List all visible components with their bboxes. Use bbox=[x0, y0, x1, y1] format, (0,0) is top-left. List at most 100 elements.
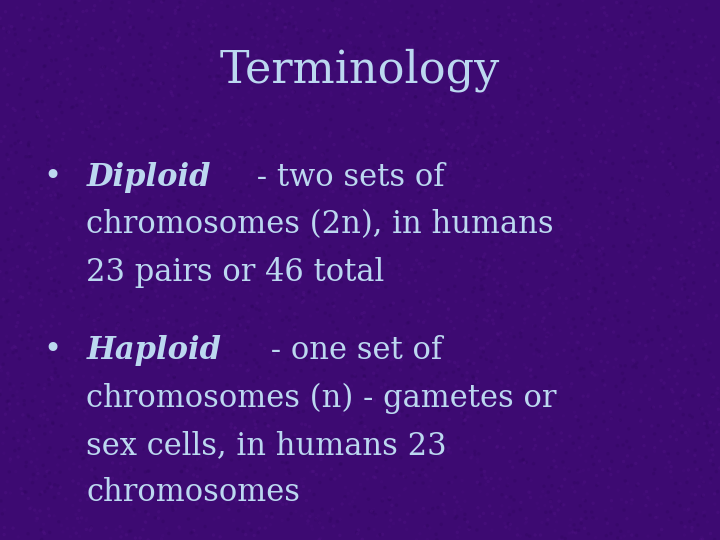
Point bbox=[274, 307, 286, 315]
Point bbox=[502, 481, 513, 490]
Point bbox=[207, 414, 218, 423]
Point bbox=[201, 224, 212, 232]
Point bbox=[586, 147, 598, 156]
Point bbox=[220, 140, 231, 149]
Point bbox=[438, 245, 449, 254]
Point bbox=[567, 346, 578, 355]
Point bbox=[184, 210, 195, 218]
Point bbox=[568, 521, 580, 529]
Point bbox=[409, 389, 420, 397]
Point bbox=[136, 293, 148, 302]
Point bbox=[657, 83, 669, 91]
Point bbox=[621, 31, 633, 40]
Point bbox=[324, 31, 336, 39]
Point bbox=[46, 195, 58, 204]
Point bbox=[685, 366, 697, 374]
Point bbox=[635, 59, 647, 68]
Point bbox=[89, 176, 100, 184]
Point bbox=[582, 392, 594, 401]
Point bbox=[602, 426, 613, 434]
Point bbox=[254, 497, 266, 505]
Point bbox=[663, 365, 675, 374]
Point bbox=[701, 187, 712, 195]
Point bbox=[171, 105, 182, 114]
Point bbox=[283, 465, 294, 474]
Text: chromosomes: chromosomes bbox=[86, 477, 300, 508]
Point bbox=[583, 216, 595, 225]
Point bbox=[37, 316, 49, 325]
Point bbox=[349, 370, 361, 379]
Point bbox=[386, 334, 397, 342]
Point bbox=[552, 397, 563, 406]
Point bbox=[53, 339, 64, 348]
Point bbox=[516, 267, 528, 275]
Point bbox=[344, 99, 356, 107]
Point bbox=[24, 429, 36, 438]
Point bbox=[250, 363, 261, 372]
Point bbox=[579, 524, 590, 532]
Point bbox=[215, 251, 226, 260]
Point bbox=[294, 102, 306, 111]
Point bbox=[484, 364, 495, 373]
Point bbox=[281, 140, 292, 149]
Point bbox=[0, 360, 9, 368]
Point bbox=[486, 141, 498, 150]
Point bbox=[708, 427, 720, 436]
Point bbox=[238, 244, 249, 252]
Point bbox=[419, 522, 431, 531]
Point bbox=[145, 50, 157, 59]
Point bbox=[251, 359, 263, 367]
Point bbox=[665, 159, 677, 168]
Point bbox=[39, 318, 50, 326]
Point bbox=[346, 215, 357, 224]
Point bbox=[514, 532, 526, 540]
Point bbox=[512, 273, 523, 282]
Point bbox=[582, 440, 594, 448]
Point bbox=[488, 275, 500, 284]
Point bbox=[701, 409, 712, 418]
Point bbox=[628, 66, 639, 75]
Point bbox=[426, 102, 437, 110]
Point bbox=[325, 311, 336, 320]
Point bbox=[1, 477, 13, 486]
Point bbox=[428, 33, 439, 42]
Point bbox=[562, 318, 574, 327]
Point bbox=[482, 91, 494, 100]
Point bbox=[649, 65, 660, 74]
Point bbox=[0, 497, 6, 505]
Point bbox=[228, 46, 240, 55]
Point bbox=[592, 270, 603, 279]
Point bbox=[70, 491, 81, 500]
Point bbox=[708, 490, 720, 498]
Point bbox=[66, 372, 78, 381]
Point bbox=[629, 227, 641, 235]
Point bbox=[364, 9, 376, 17]
Point bbox=[580, 270, 592, 279]
Point bbox=[62, 524, 73, 533]
Point bbox=[566, 329, 577, 338]
Point bbox=[94, 43, 105, 51]
Point bbox=[253, 306, 265, 314]
Point bbox=[606, 414, 617, 422]
Point bbox=[449, 514, 461, 523]
Point bbox=[312, 100, 324, 109]
Point bbox=[228, 185, 239, 193]
Point bbox=[200, 267, 212, 275]
Point bbox=[199, 132, 211, 140]
Point bbox=[71, 94, 82, 103]
Point bbox=[644, 275, 655, 284]
Point bbox=[639, 372, 650, 380]
Point bbox=[84, 112, 95, 120]
Point bbox=[397, 441, 409, 449]
Point bbox=[292, 63, 304, 71]
Point bbox=[2, 296, 14, 305]
Point bbox=[477, 285, 489, 293]
Point bbox=[670, 396, 681, 405]
Point bbox=[116, 70, 127, 78]
Point bbox=[230, 150, 241, 159]
Point bbox=[551, 268, 562, 277]
Point bbox=[313, 172, 325, 180]
Point bbox=[478, 89, 490, 97]
Point bbox=[250, 478, 261, 487]
Point bbox=[603, 298, 614, 307]
